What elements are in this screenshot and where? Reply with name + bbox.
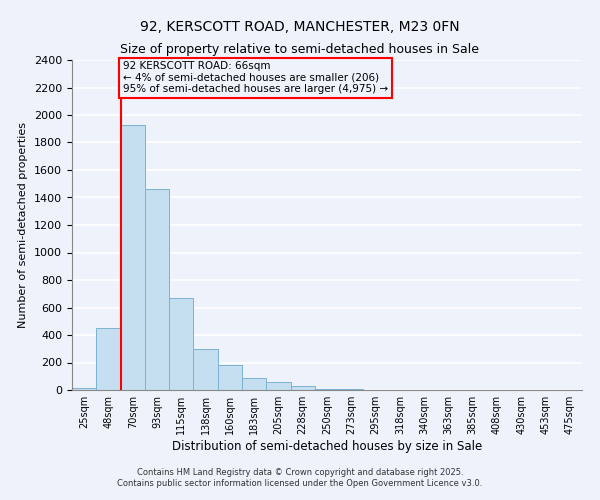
Bar [145,189,169,390]
Bar [72,388,96,390]
X-axis label: Distribution of semi-detached houses by size in Sale: Distribution of semi-detached houses by … [172,440,482,453]
Bar [290,386,315,390]
Bar [242,378,266,390]
Bar [315,388,339,390]
Text: Contains HM Land Registry data © Crown copyright and database right 2025.
Contai: Contains HM Land Registry data © Crown c… [118,468,482,487]
Bar [218,365,242,390]
Y-axis label: Number of semi-detached properties: Number of semi-detached properties [19,122,28,328]
Bar [121,124,145,390]
Text: Size of property relative to semi-detached houses in Sale: Size of property relative to semi-detach… [121,42,479,56]
Bar [96,328,121,390]
Bar [193,349,218,390]
Text: 92, KERSCOTT ROAD, MANCHESTER, M23 0FN: 92, KERSCOTT ROAD, MANCHESTER, M23 0FN [140,20,460,34]
Bar [169,298,193,390]
Bar [266,382,290,390]
Text: 92 KERSCOTT ROAD: 66sqm
← 4% of semi-detached houses are smaller (206)
95% of se: 92 KERSCOTT ROAD: 66sqm ← 4% of semi-det… [123,62,388,94]
